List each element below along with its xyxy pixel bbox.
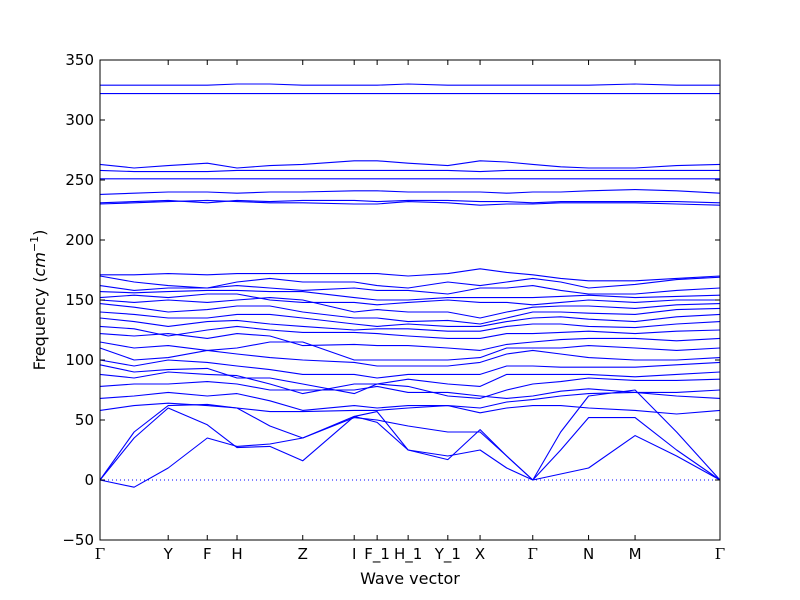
band-line-25 <box>99 189 721 195</box>
band-line-13 <box>99 325 721 339</box>
band-line-15 <box>99 311 721 327</box>
y-tick-label: 250 <box>65 171 94 189</box>
band-line-22 <box>100 268 721 282</box>
y-axis-title: Frequency (cm−1) <box>28 230 49 371</box>
x-tick-label: Γ <box>715 545 725 563</box>
y-tick-label: 350 <box>65 51 94 69</box>
band-line-4 <box>99 402 721 415</box>
band-line-24 <box>99 199 721 204</box>
y-axis-title-unit-exponent: −1 <box>28 236 41 252</box>
y-axis-title-close-paren: ) <box>30 230 49 236</box>
y-axis-title-unit: cm <box>30 252 49 276</box>
band-line-27 <box>99 169 720 173</box>
x-tick-label: F <box>203 545 212 563</box>
band-line-21 <box>99 275 721 289</box>
y-axis-ticks: −50 0 50 100 150 200 250 300 350 <box>62 51 720 549</box>
band-line-14 <box>99 317 721 332</box>
band-line-1 <box>99 389 721 481</box>
band-line-3 <box>99 411 721 488</box>
y-tick-label: 100 <box>65 351 94 369</box>
band-line-5 <box>99 391 721 411</box>
y-axis-title-open-paren: ( <box>30 276 49 287</box>
x-tick-label: Y <box>163 545 174 563</box>
band-line-11 <box>99 341 721 361</box>
band-line-28 <box>99 160 721 169</box>
y-tick-label: −50 <box>62 531 94 549</box>
y-tick-label: 150 <box>65 291 94 309</box>
band-line-30 <box>100 83 720 86</box>
band-line-23 <box>99 199 721 206</box>
band-line-18 <box>99 293 720 306</box>
band-line-17 <box>99 297 721 319</box>
x-tick-label: Y_1 <box>434 545 461 564</box>
x-tick-label: I <box>352 545 356 563</box>
band-line-19 <box>99 289 721 301</box>
band-lines <box>99 83 721 488</box>
band-line-12 <box>99 333 721 351</box>
x-tick-label: N <box>583 545 594 563</box>
x-tick-label: H_1 <box>394 545 422 564</box>
x-tick-label: F_1 <box>364 545 390 564</box>
band-line-7 <box>99 371 721 399</box>
band-line-6 <box>99 381 721 399</box>
x-tick-label: Γ <box>528 545 538 563</box>
y-tick-label: 300 <box>65 111 94 129</box>
band-line-8 <box>99 364 721 395</box>
x-tick-label: M <box>629 545 642 563</box>
y-tick-label: 0 <box>84 471 94 489</box>
x-tick-label: Z <box>298 545 308 563</box>
band-line-9 <box>99 359 721 379</box>
y-axis-title-text: Frequency <box>30 288 49 371</box>
x-tick-label: X <box>475 545 485 563</box>
y-tick-label: 50 <box>75 411 94 429</box>
x-tick-label: H <box>231 545 242 563</box>
x-tick-label: Γ <box>95 545 105 563</box>
x-axis-ticks: Γ Y F H Z I F_1 H_1 Y_1 X Γ N M Γ <box>95 60 725 564</box>
x-axis-title: Wave vector <box>360 569 460 588</box>
y-tick-label: 200 <box>65 231 94 249</box>
band-line-16 <box>99 303 721 325</box>
